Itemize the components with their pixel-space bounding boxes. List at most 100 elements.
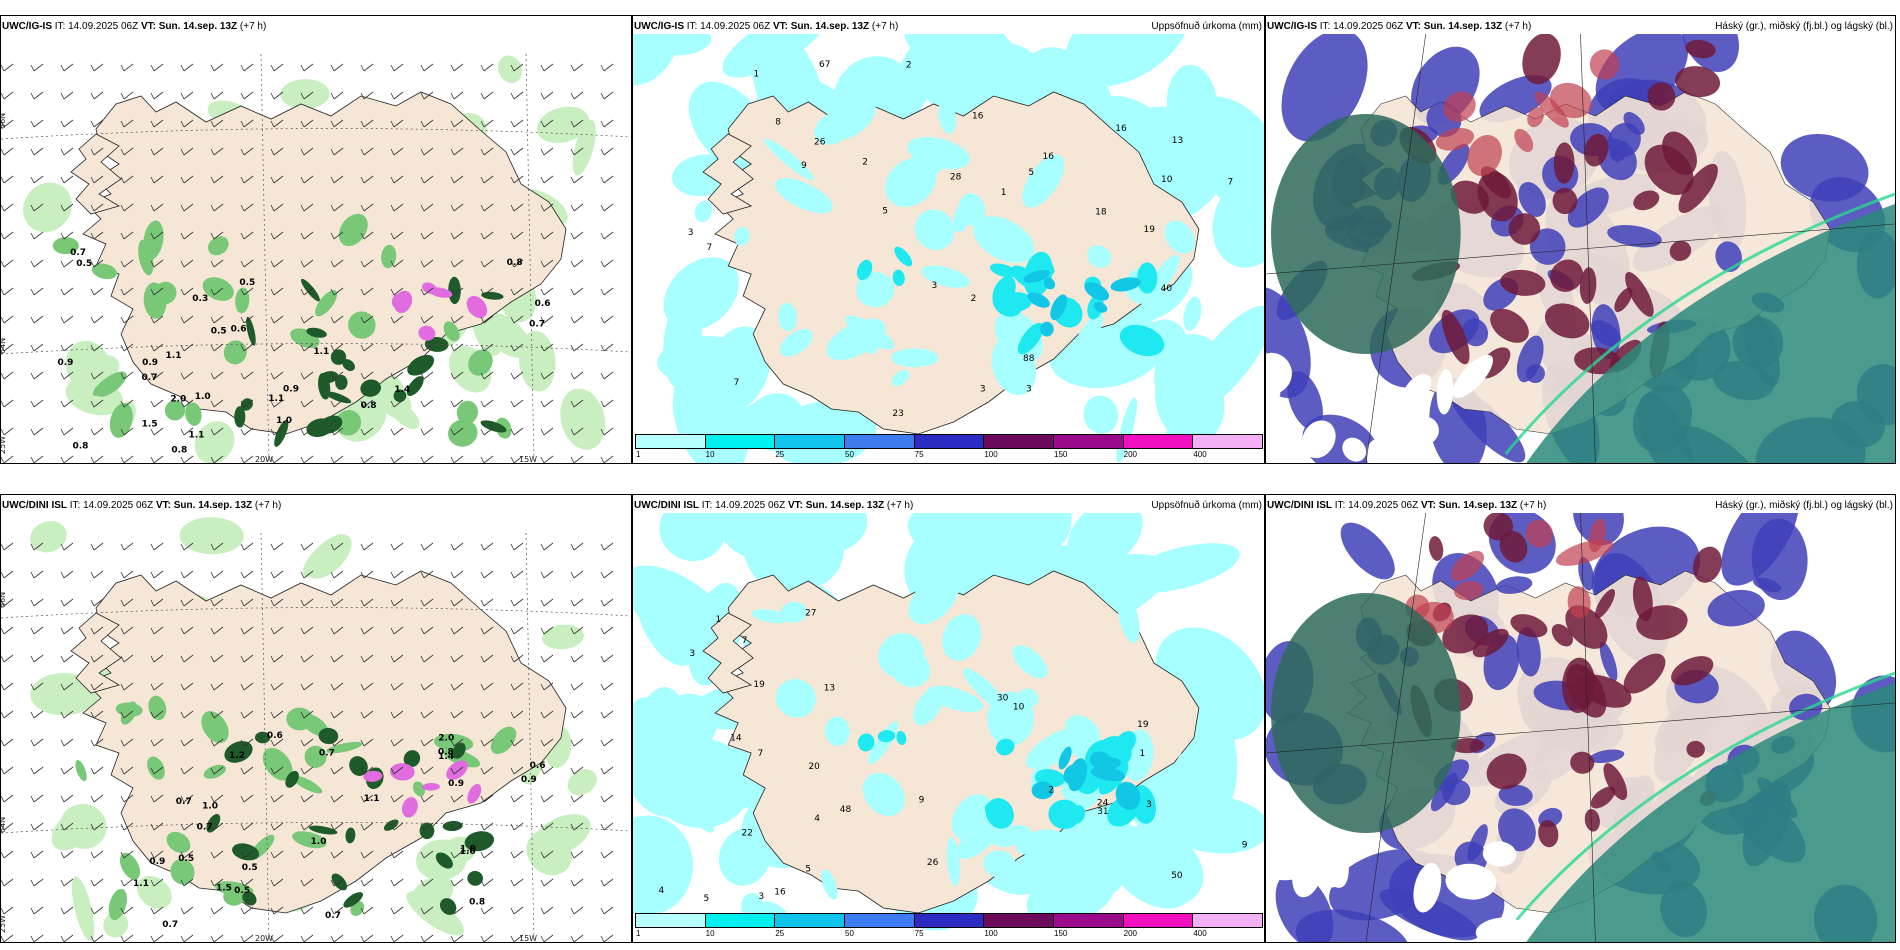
wind-barb xyxy=(540,91,554,100)
wind-barb xyxy=(60,654,74,663)
high-cloud-edge xyxy=(1504,192,1895,455)
precip-light-area xyxy=(1012,645,1048,679)
mid-cloud-area xyxy=(1607,224,1662,248)
wind-barb xyxy=(120,878,134,887)
wind-barb xyxy=(540,570,554,579)
precip-value: 0.7 xyxy=(142,373,158,383)
precip-light-area xyxy=(1183,305,1264,412)
wind-barb xyxy=(150,147,164,156)
colorbar-swatch xyxy=(983,913,1054,928)
wind-barb xyxy=(510,315,524,324)
precip-total-value: 9 xyxy=(1242,841,1248,851)
wind-barb xyxy=(240,906,254,915)
precip-light-area xyxy=(729,513,868,558)
wind-barb xyxy=(360,766,374,775)
wind-barb xyxy=(150,626,164,635)
wind-barb xyxy=(120,259,134,268)
low-cloud-area xyxy=(1428,536,1444,561)
longitude-line xyxy=(525,53,535,463)
latitude-line xyxy=(1,128,631,140)
wind-barb xyxy=(1,203,14,212)
wind-barb xyxy=(510,231,524,240)
wind-barb xyxy=(540,822,554,831)
wind-barb xyxy=(150,738,164,747)
wind-barb xyxy=(330,570,344,579)
precip-total-value: 88 xyxy=(1023,354,1035,364)
longitude-line xyxy=(260,532,270,942)
precip-mid-area xyxy=(120,701,138,725)
wind-barb xyxy=(450,91,464,100)
wind-barb xyxy=(1,850,14,859)
wind-barb xyxy=(270,850,284,859)
precip-total-value: 19 xyxy=(1143,225,1155,235)
wind-barb xyxy=(60,738,74,747)
grid-line xyxy=(1365,34,1427,463)
wind-barb xyxy=(150,371,164,380)
wind-barb xyxy=(210,906,224,915)
wind-barb xyxy=(600,710,614,719)
low-cloud-area xyxy=(1553,142,1575,184)
precip-total-value: 8 xyxy=(775,117,781,127)
wind-barb xyxy=(30,175,44,184)
precip-total-value: 1 xyxy=(1139,749,1145,759)
wind-barb xyxy=(1,934,14,942)
wind-barb xyxy=(150,570,164,579)
wind-barb xyxy=(300,794,314,803)
precip-light-area xyxy=(1022,47,1082,104)
wind-barb xyxy=(1,343,14,352)
wind-barb xyxy=(450,259,464,268)
precip-light-area xyxy=(946,837,960,887)
wind-barb xyxy=(330,710,344,719)
wind-barb xyxy=(60,598,74,607)
precip-value: 0.8 xyxy=(507,258,523,268)
wind-barb xyxy=(540,231,554,240)
header-vt-label: VT: xyxy=(1405,21,1421,32)
high-cloud-area xyxy=(1270,114,1461,354)
clear-sky-area xyxy=(1342,437,1367,462)
mid-cloud-area xyxy=(1281,34,1368,142)
wind-barb xyxy=(30,203,44,212)
wind-barb xyxy=(120,91,134,100)
wind-barb xyxy=(420,598,434,607)
wind-barb xyxy=(60,794,74,803)
precip-light-area xyxy=(1110,825,1204,906)
colorbar-swatch xyxy=(1122,913,1194,928)
clear-sky-area xyxy=(1408,416,1439,446)
wind-barb xyxy=(210,399,224,408)
wind-barb xyxy=(270,822,284,831)
wind-barb xyxy=(450,710,464,719)
colorbar-tick: 1 xyxy=(636,450,641,459)
panel-header: UWC/IG-IS IT: 14.09.2025 06Z VT: Sun. 14… xyxy=(1,16,631,38)
wind-barb xyxy=(30,626,44,635)
panel-run-info: UWC/IG-IS IT: 14.09.2025 06Z VT: Sun. 14… xyxy=(1267,16,1531,38)
wind-barb xyxy=(150,542,164,551)
wind-barb xyxy=(120,231,134,240)
wind-barb xyxy=(180,710,194,719)
wind-barb xyxy=(450,766,464,775)
colorbar-tick: 150 xyxy=(1054,450,1068,459)
wind-barb xyxy=(450,626,464,635)
low-cloud-area xyxy=(1472,628,1509,658)
wind-barb xyxy=(300,203,314,212)
wind-barb xyxy=(150,710,164,719)
colorbar-swatch xyxy=(983,434,1054,449)
mid-cloud-area xyxy=(1496,576,1533,594)
low-cloud-area xyxy=(1633,190,1660,211)
precip-mid-area xyxy=(381,244,397,269)
precip-value: 2.0 xyxy=(170,395,186,405)
wind-barb xyxy=(600,822,614,831)
precip-value: 1.4 xyxy=(394,385,410,395)
grid-line xyxy=(1266,702,1895,754)
wind-barb xyxy=(210,542,224,551)
wind-barb xyxy=(180,287,194,296)
precip-light-area xyxy=(775,678,816,718)
wind-barb xyxy=(270,259,284,268)
wind-barb xyxy=(570,175,584,184)
wind-barb xyxy=(390,598,404,607)
wind-barb xyxy=(450,315,464,324)
precip-value: 0.5 xyxy=(178,854,194,864)
wind-barb xyxy=(330,175,344,184)
wind-barb xyxy=(540,119,554,128)
wind-barb xyxy=(360,259,374,268)
wind-barb xyxy=(180,315,194,324)
